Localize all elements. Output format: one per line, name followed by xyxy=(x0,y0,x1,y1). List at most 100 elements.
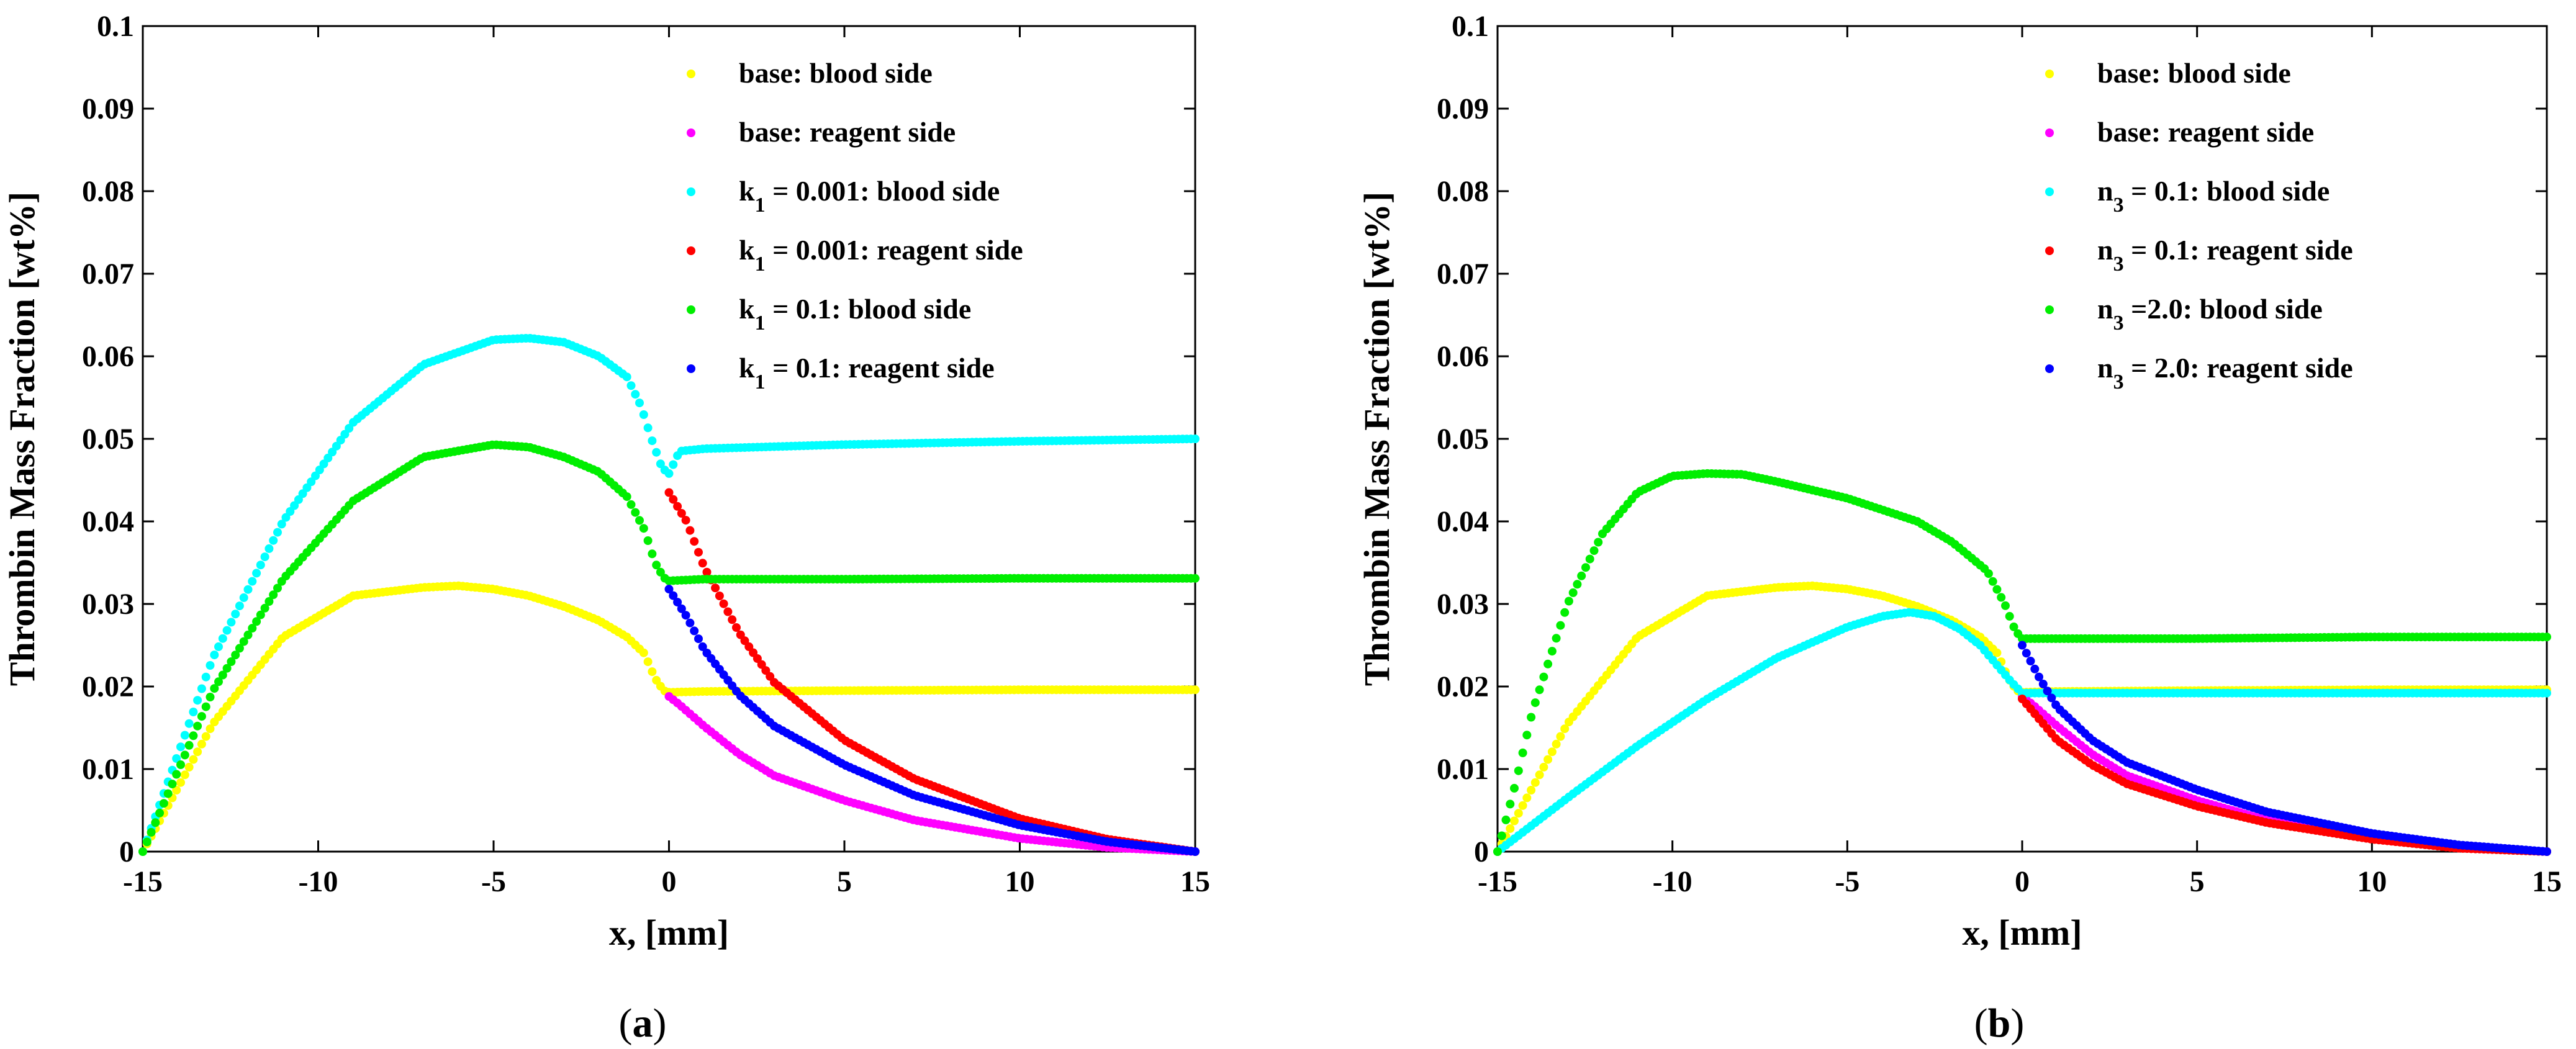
data-point xyxy=(189,731,198,741)
legend-label-subscript: 3 xyxy=(2113,312,2124,335)
legend-label-main: n xyxy=(2097,352,2113,384)
data-point xyxy=(664,469,674,478)
data-point xyxy=(227,618,236,627)
data-point xyxy=(1530,778,1540,787)
data-point xyxy=(648,667,657,677)
data-point xyxy=(176,778,185,787)
data-point xyxy=(210,651,219,660)
data-point xyxy=(147,827,156,837)
legend-label: k1 = 0.1: reagent side xyxy=(739,352,995,394)
legend-label-main: k xyxy=(739,234,755,266)
data-point xyxy=(184,719,194,728)
legend-marker xyxy=(2045,246,2054,255)
data-point xyxy=(2026,657,2035,665)
data-point xyxy=(1568,588,1578,597)
legend-label-main: base: blood side xyxy=(739,57,933,89)
y-axis-title: Thrombin Mass Fraction [wt%] xyxy=(1357,192,1397,686)
data-point xyxy=(2047,693,2056,703)
data-point xyxy=(1992,585,2002,594)
y-tick-label: 0.06 xyxy=(1437,340,1489,373)
data-point xyxy=(172,770,181,779)
data-point xyxy=(669,591,678,600)
data-point xyxy=(669,460,678,469)
data-point xyxy=(690,537,699,546)
data-point xyxy=(694,634,703,644)
x-tick-label: -5 xyxy=(481,865,506,898)
data-point xyxy=(685,526,695,535)
legend-marker xyxy=(2045,70,2054,78)
legend-item: base: reagent side xyxy=(687,116,956,148)
series-blood-2 xyxy=(1493,608,2551,856)
data-point xyxy=(643,423,653,433)
panel-label: (b) xyxy=(1974,1001,2025,1046)
x-tick-label: 0 xyxy=(2015,865,2030,898)
legend-label: k1 = 0.001: reagent side xyxy=(739,234,1023,276)
legend-label-main: base: blood side xyxy=(2097,57,2291,89)
data-point xyxy=(677,604,686,613)
data-point xyxy=(176,742,185,752)
data-point xyxy=(1191,847,1200,856)
panel-label-open: ( xyxy=(619,1001,633,1046)
legend-item: base: blood side xyxy=(687,57,933,89)
data-point xyxy=(239,637,248,646)
data-point xyxy=(1497,831,1506,840)
chart-panel-b: 0 0.01 0.02 0.03 0.04 0.05 0.06 0.07 0.08 0.09 0.1… xyxy=(1357,10,2562,1046)
x-tick-label: 15 xyxy=(1180,865,1210,898)
data-point xyxy=(622,372,631,382)
data-point xyxy=(231,610,240,619)
data-point xyxy=(1547,647,1557,656)
data-point xyxy=(622,492,631,502)
data-point xyxy=(218,634,227,643)
data-point xyxy=(256,561,265,570)
series-blood-2 xyxy=(138,334,1200,856)
y-tick-label: 0.09 xyxy=(1437,92,1489,125)
data-point xyxy=(715,592,724,600)
legend-label-main: base: reagent side xyxy=(739,116,956,148)
y-axis-title: Thrombin Mass Fraction [wt%] xyxy=(2,192,42,686)
data-point xyxy=(648,549,657,559)
series-layer xyxy=(1493,469,2551,856)
data-point xyxy=(172,754,181,763)
data-point xyxy=(1594,538,1603,547)
data-point xyxy=(677,509,686,518)
data-point xyxy=(1997,593,2006,602)
series-blood-4 xyxy=(138,440,1200,856)
legend-label: base: reagent side xyxy=(739,116,956,148)
data-point xyxy=(1510,816,1519,826)
panel-label-open: ( xyxy=(1974,1001,1988,1046)
data-point xyxy=(264,544,274,553)
data-point xyxy=(1506,824,1515,833)
data-point xyxy=(193,747,202,757)
legend-label: base: blood side xyxy=(2097,57,2291,89)
data-point xyxy=(273,528,282,537)
data-point xyxy=(698,559,707,568)
panel-label-letter: a xyxy=(633,1001,653,1046)
legend-label-main: k xyxy=(739,293,755,325)
data-point xyxy=(168,780,177,789)
data-point xyxy=(1539,762,1548,772)
x-tick-label: -5 xyxy=(1835,865,1860,898)
data-point xyxy=(656,567,665,577)
data-point xyxy=(273,583,282,593)
legend-label-subscript: 3 xyxy=(2113,253,2124,276)
legend-item: n3 = 0.1: blood side xyxy=(2045,175,2330,217)
legend-label-main: k xyxy=(739,352,755,384)
x-tick-label: -15 xyxy=(1478,865,1517,898)
data-point xyxy=(248,624,257,633)
legend-label-subscript: 3 xyxy=(2113,194,2124,217)
x-tick-label: 15 xyxy=(2532,865,2562,898)
data-point xyxy=(2018,641,2027,650)
data-point xyxy=(214,642,223,651)
data-point xyxy=(631,508,640,517)
series-reagent-5 xyxy=(664,585,1200,856)
data-point xyxy=(639,410,648,419)
legend-item: k1 = 0.001: reagent side xyxy=(687,234,1023,276)
data-point xyxy=(639,524,648,533)
legend-label-subscript: 1 xyxy=(755,253,766,276)
data-point xyxy=(235,601,244,611)
data-point xyxy=(189,708,198,716)
data-point xyxy=(1577,571,1586,580)
y-tick-label: 0.01 xyxy=(82,753,134,786)
data-point xyxy=(138,847,147,856)
